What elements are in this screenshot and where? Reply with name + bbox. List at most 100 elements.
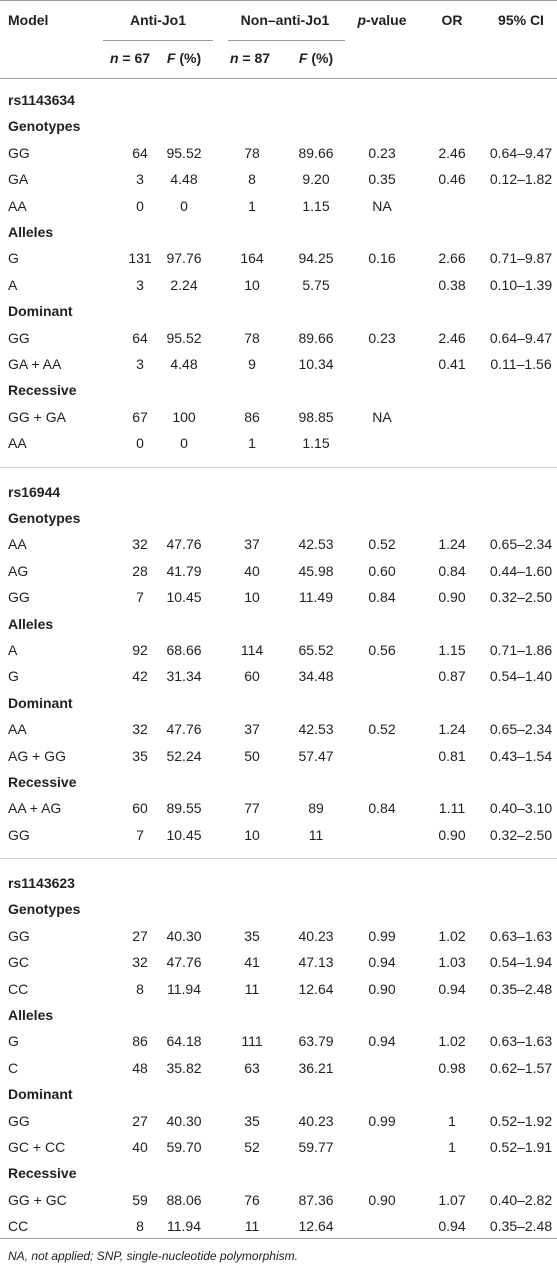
header-n: n = 87 — [230, 49, 270, 67]
n-cell: 59 — [132, 1191, 148, 1208]
n-cell: 8 — [136, 980, 144, 997]
f-cell: 64.18 — [166, 1033, 202, 1050]
n-cell: 10 — [244, 589, 260, 606]
ci-cell: 0.65–2.34 — [489, 536, 553, 553]
f-cell: 100 — [172, 408, 196, 425]
n-cell: 7 — [136, 826, 144, 843]
n-cell: 1 — [248, 197, 256, 214]
f-cell: 47.76 — [166, 721, 202, 738]
n-cell: 86 — [132, 1033, 148, 1050]
f-cell: 1.15 — [302, 435, 330, 452]
n-cell: 32 — [132, 721, 148, 738]
or-cell: 1.02 — [438, 1033, 466, 1050]
n-cell: 3 — [136, 171, 144, 188]
header-p-value: p-value — [357, 11, 406, 29]
model-cell: CC — [8, 980, 29, 997]
header-group: Anti-Jo1 — [130, 12, 186, 28]
model-cell: GC — [8, 954, 29, 971]
f-cell: 12.64 — [298, 1218, 334, 1235]
group-name: Dominant — [8, 1086, 73, 1103]
model-cell: GA + AA — [8, 356, 62, 372]
f-cell: 63.79 — [298, 1033, 334, 1050]
p-value-cell: 0.90 — [368, 1191, 396, 1208]
group-name: Genotypes — [8, 901, 81, 918]
p-text: -value — [366, 12, 407, 28]
n-text: = 67 — [122, 50, 151, 66]
f-symbol: F — [298, 50, 308, 66]
n-cell: 8 — [248, 171, 256, 188]
model-cell: C — [8, 1059, 19, 1076]
f-cell: 95.52 — [166, 144, 202, 161]
n-cell: 10 — [244, 276, 260, 293]
f-cell: 87.36 — [298, 1191, 334, 1208]
n-cell: 28 — [132, 562, 148, 579]
n-cell: 114 — [240, 641, 264, 658]
p-value-cell: 0.99 — [368, 927, 396, 944]
or-cell: 0.90 — [438, 826, 466, 843]
n-cell: 40 — [132, 1139, 148, 1155]
n-cell: 67 — [132, 408, 148, 425]
n-cell: 131 — [128, 250, 152, 267]
f-cell: 10.45 — [166, 589, 202, 606]
model-cell: GG — [8, 589, 30, 606]
ci-cell: 0.10–1.39 — [489, 276, 553, 293]
n-cell: 164 — [240, 250, 264, 267]
or-cell: 1.02 — [438, 927, 466, 944]
group-name: Genotypes — [8, 509, 81, 526]
ci-cell: 0.71–9.87 — [489, 250, 553, 267]
p-value-cell: 0.94 — [368, 1033, 396, 1050]
ci-cell: 0.63–1.63 — [489, 927, 553, 944]
f-cell: 11.94 — [167, 980, 201, 997]
f-cell: 0 — [180, 197, 188, 214]
n-cell: 8 — [136, 1218, 144, 1235]
n-cell: 60 — [244, 668, 260, 685]
n-cell: 42 — [132, 668, 148, 685]
section-separator — [0, 466, 557, 468]
or-cell: 0.41 — [438, 356, 466, 372]
header-model: Model — [8, 12, 49, 28]
ci-cell: 0.54–1.94 — [489, 954, 553, 971]
p-value-cell: 0.99 — [368, 1112, 396, 1129]
f-cell: 47.76 — [166, 536, 202, 553]
ci-cell: 0.40–3.10 — [489, 800, 553, 817]
n-cell: 11 — [244, 980, 260, 997]
f-cell: 31.34 — [166, 668, 202, 685]
model-cell: G — [8, 1033, 19, 1050]
f-cell: 10.34 — [298, 356, 334, 372]
or-cell: 1 — [448, 1112, 456, 1129]
model-cell: G — [8, 250, 19, 267]
group-name: Alleles — [8, 224, 54, 240]
or-cell: 0.46 — [438, 171, 466, 188]
f-cell: 89 — [308, 800, 324, 817]
or-cell: 1.24 — [438, 721, 466, 738]
model-cell: AA — [8, 536, 27, 553]
f-cell: 0 — [180, 435, 188, 452]
f-cell: 45.98 — [298, 562, 334, 579]
p-value-cell: 0.23 — [368, 144, 396, 161]
n-cell: 78 — [244, 329, 260, 346]
f-cell: 12.64 — [298, 980, 334, 997]
ci-cell: 0.32–2.50 — [489, 826, 553, 843]
ci-cell: 0.65–2.34 — [489, 721, 553, 738]
f-cell: 42.53 — [298, 536, 334, 553]
n-cell: 32 — [132, 954, 148, 971]
n-cell: 63 — [244, 1059, 260, 1076]
group-rule — [228, 40, 345, 41]
header-n: n = 67 — [110, 49, 150, 67]
f-cell: 89.66 — [298, 144, 334, 161]
f-cell: 59.70 — [166, 1139, 202, 1155]
model-cell: GG + GA — [8, 408, 66, 425]
ci-cell: 0.35–2.48 — [489, 980, 553, 997]
header-group: Non–anti-Jo1 — [240, 12, 330, 28]
f-cell: 89.66 — [298, 329, 334, 346]
ci-cell: 0.71–1.86 — [489, 641, 553, 658]
or-cell: 0.81 — [438, 747, 466, 764]
n-cell: 3 — [136, 356, 144, 372]
ci-cell: 0.63–1.63 — [489, 1033, 553, 1050]
p-value-cell: 0.16 — [368, 250, 396, 267]
top-rule — [0, 0, 557, 1]
ci-cell: 0.12–1.82 — [489, 171, 553, 188]
n-cell: 86 — [244, 408, 260, 425]
or-cell: 0.84 — [438, 562, 466, 579]
f-cell: 41.79 — [166, 562, 202, 579]
